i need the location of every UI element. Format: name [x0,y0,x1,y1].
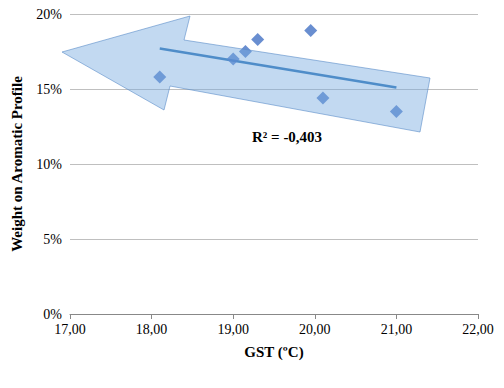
svg-text:GST (ºC): GST (ºC) [244,344,303,361]
svg-text:20%: 20% [36,7,62,22]
svg-text:Weight on Aromatic Profile: Weight on Aromatic Profile [9,76,25,252]
svg-text:15%: 15% [36,82,62,97]
svg-text:22,00: 22,00 [462,322,494,337]
svg-text:0%: 0% [43,307,62,322]
svg-text:17,00: 17,00 [54,322,86,337]
svg-text:5%: 5% [43,232,62,247]
svg-text:20,00: 20,00 [299,322,331,337]
svg-text:19,00: 19,00 [217,322,249,337]
svg-text:18,00: 18,00 [136,322,168,337]
svg-text:R² = -0,403: R² = -0,403 [252,129,322,145]
svg-text:21,00: 21,00 [381,322,413,337]
svg-text:10%: 10% [36,157,62,172]
